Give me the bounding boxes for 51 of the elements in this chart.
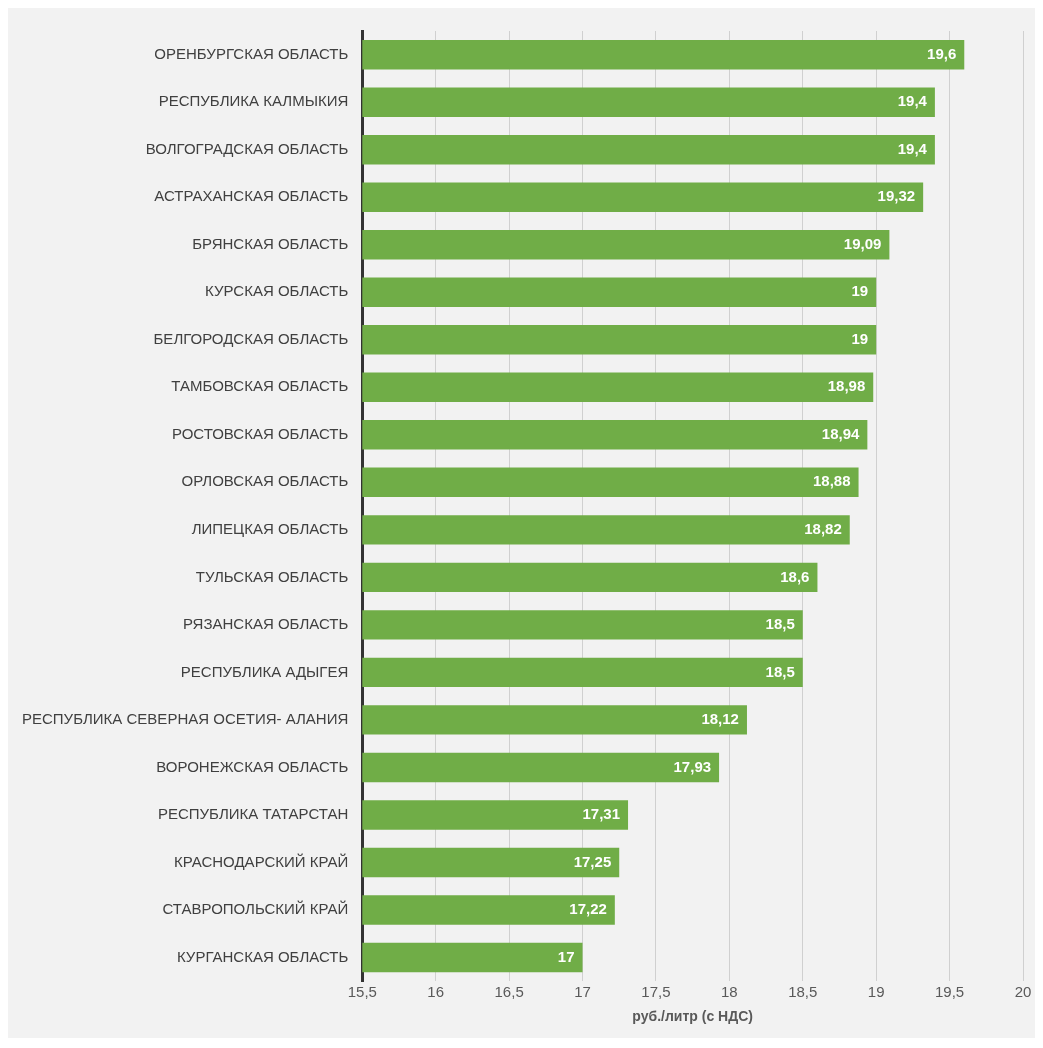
data-label: 17,31 (582, 805, 621, 823)
y-tick-label: ТУЛЬСКАЯ ОБЛАСТЬ (195, 567, 349, 585)
data-label: 18,88 (813, 472, 851, 490)
data-label: 18,5 (765, 615, 795, 633)
data-label: 19,4 (897, 92, 928, 110)
x-tick-label: 15,5 (347, 983, 377, 1001)
data-label: 17,25 (573, 852, 612, 870)
y-tick-label: ВОРОНЕЖСКАЯ ОБЛАСТЬ (156, 757, 349, 775)
y-tick-label: КУРСКАЯ ОБЛАСТЬ (205, 282, 349, 300)
y-tick-label: ВОЛГОГРАДСКАЯ ОБЛАСТЬ (145, 139, 349, 157)
data-label: 17,93 (673, 757, 712, 775)
y-tick-label: БРЯНСКАЯ ОБЛАСТЬ (192, 234, 349, 252)
data-label: 19,09 (843, 234, 882, 252)
x-tick-label: 19,5 (934, 983, 965, 1001)
data-label: 18,94 (821, 424, 861, 442)
data-label: 17 (557, 947, 575, 965)
y-tick-label: БЕЛГОРОДСКАЯ ОБЛАСТЬ (153, 329, 349, 347)
y-tick-label: СТАВРОПОЛЬСКИЙ КРАЙ (162, 900, 349, 918)
x-tick-label: 17 (574, 983, 591, 1001)
y-tick-label: РЕСПУБЛИКА КАЛМЫКИЯ (158, 92, 349, 110)
x-tick-label: 16 (427, 983, 445, 1001)
data-label: 17,22 (569, 900, 607, 918)
data-label: 19,32 (877, 187, 916, 205)
y-tick-label: РЯЗАНСКАЯ ОБЛАСТЬ (182, 615, 349, 633)
x-tick-label: 16,5 (494, 983, 524, 1001)
y-tick-label: ОРЛОВСКАЯ ОБЛАСТЬ (181, 472, 349, 490)
data-label: 19 (851, 329, 869, 347)
y-tick-label: АСТРАХАНСКАЯ ОБЛАСТЬ (154, 187, 349, 205)
x-tick-label: 20 (1014, 983, 1032, 1001)
x-tick-label: 18 (721, 983, 738, 1001)
data-label: 19,4 (897, 139, 928, 157)
y-tick-label: ЛИПЕЦКАЯ ОБЛАСТЬ (191, 520, 349, 537)
data-label: 18,6 (780, 567, 810, 585)
x-axis-title: руб./литр (с НДС) (632, 1008, 753, 1025)
y-tick-label: РЕСПУБЛИКА АДЫГЕЯ (180, 662, 349, 680)
data-label: 18,98 (827, 377, 866, 395)
data-label: 18,12 (701, 710, 739, 728)
y-tick-label: КРАСНОДАРСКИЙ КРАЙ (174, 852, 349, 870)
y-tick-label: РЕСПУБЛИКА СЕВЕРНАЯ ОСЕТИЯ- АЛАНИЯ (22, 710, 349, 728)
y-tick-label: РОСТОВСКАЯ ОБЛАСТЬ (172, 424, 349, 442)
data-label: 19,6 (927, 44, 957, 62)
y-tick-label: РЕСПУБЛИКА ТАТАРСТАН (157, 805, 349, 823)
x-tick-label: 19 (867, 983, 885, 1001)
y-tick-label: КУРГАНСКАЯ ОБЛАСТЬ (176, 947, 349, 965)
y-tick-label: ТАМБОВСКАЯ ОБЛАСТЬ (171, 377, 349, 395)
x-tick-label: 18,5 (788, 983, 818, 1001)
x-tick-label: 17,5 (641, 983, 671, 1001)
data-label: 18,5 (765, 662, 795, 680)
data-label: 18,82 (804, 520, 842, 537)
data-label: 19 (851, 282, 869, 300)
y-tick-label: ОРЕНБУРГСКАЯ ОБЛАСТЬ (154, 44, 349, 62)
